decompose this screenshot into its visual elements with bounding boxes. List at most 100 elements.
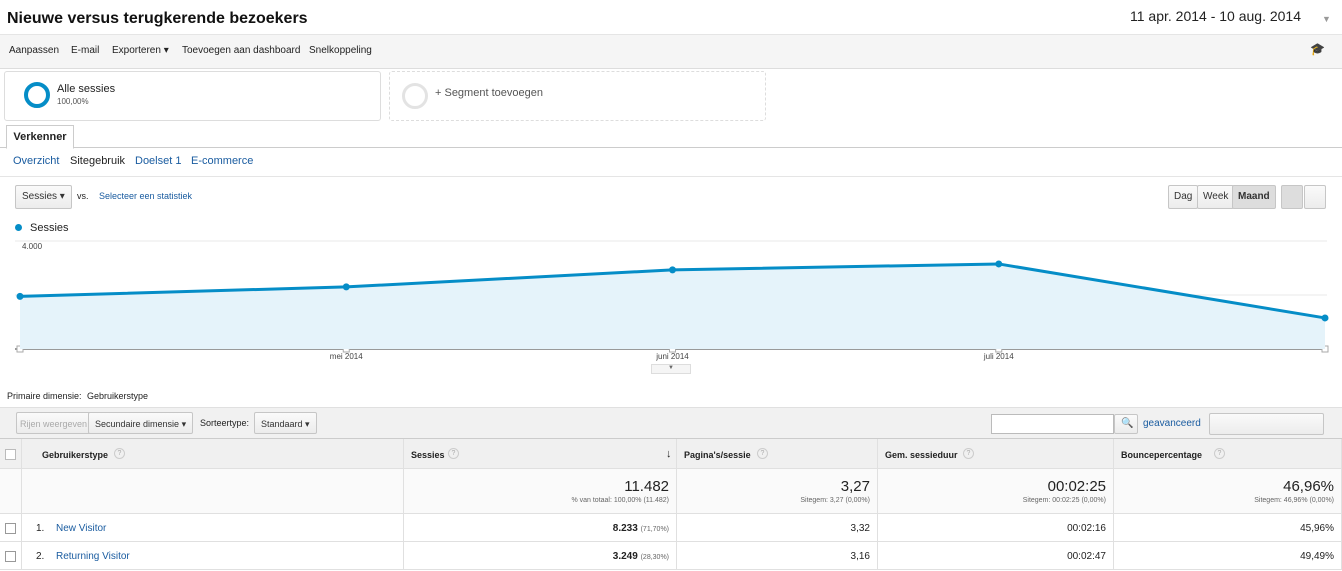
table-cell [677,439,878,469]
subtab[interactable]: Doelset 1 [135,155,182,167]
point [1321,314,1329,322]
toolbar-item[interactable]: E-mail [71,45,100,56]
toolbar-item[interactable]: Toevoegen aan dashboard [182,45,301,56]
sessions-cell: 8.233 (71,70%) [613,523,669,534]
table-cell [677,514,878,542]
table-cell [404,514,677,542]
search-input[interactable] [991,414,1114,434]
table-cell [1114,439,1342,469]
column-header[interactable]: Sessies [411,450,445,460]
area [20,263,1325,349]
sessions: 8.233 [612,523,638,534]
help-icon: ? [114,448,125,459]
metric-label: Sessies [22,191,58,202]
subtab-active[interactable]: Sitegebruik [70,155,126,167]
table-cell [0,469,22,514]
bounce: 49,49% [1300,551,1334,562]
tab[interactable]: Verkenner [6,125,74,149]
tab-line [0,147,1342,148]
column-header[interactable]: Pagina's/sessie [684,450,751,460]
legend-dot [15,224,22,231]
chart-type-motion[interactable] [1304,185,1326,209]
total-value: 3,27 [840,478,870,495]
advanced-link[interactable]: geavanceerd [1143,418,1201,429]
row-type[interactable]: New Visitor [56,523,107,534]
toolbar-item[interactable]: Exporteren ▾ [112,45,169,56]
divider [0,176,1342,177]
help-icon: ? [963,448,974,459]
toolbar-item[interactable]: Aanpassen [9,45,60,56]
table-cell [22,514,404,542]
subtab[interactable]: Overzicht [13,155,60,167]
segment-name: Alle sessies [57,83,116,95]
total-value: 00:02:25 [1047,478,1106,495]
period-button-active[interactable]: Maand [1232,185,1276,209]
toolbar-item[interactable]: Snelkoppeling [309,45,372,56]
compare-link[interactable]: Selecteer een statistiek [99,191,193,201]
total-value: 46,96% [1283,478,1334,495]
table-cell [404,542,677,570]
segment-add-label[interactable]: + Segment toevoegen [435,87,543,99]
sessions-share: (28,30%) [640,554,669,561]
total-sub: Sitegem: 3,27 (0,00%) [800,497,870,504]
table-cell [677,542,878,570]
column-header[interactable]: Gebruikerstype [42,450,109,460]
row-index: 1. [36,523,45,534]
secondary-label: Secundaire dimensie [95,419,180,429]
table-cell [1114,469,1342,514]
checkbox[interactable] [5,449,16,460]
sort-arrow[interactable]: ↓ [666,448,672,460]
segment-active[interactable] [4,71,381,121]
point [16,292,24,300]
duration: 00:02:16 [1067,523,1106,534]
date-range[interactable]: 11 apr. 2014 - 10 aug. 2014 [1130,8,1301,24]
metric-select[interactable]: Sessies ▾ [15,185,72,209]
secondary-select[interactable]: Secundaire dimensie ▾ [88,412,194,434]
column-header[interactable]: Bouncepercentage [1121,450,1203,460]
table-cell [22,439,404,469]
dimension-value[interactable]: Gebruikerstype [87,391,149,401]
total-sub: Sitegem: 46,96% (0,00%) [1254,497,1334,504]
period-button[interactable]: Dag [1168,185,1199,209]
subtab[interactable]: E-commerce [191,155,254,167]
period-button[interactable]: Week [1197,185,1235,209]
row-type[interactable]: Returning Visitor [56,551,130,562]
search-button[interactable]: 🔍 [1114,414,1138,434]
sessions-cell: 3.249 (28,30%) [613,551,669,562]
total-sub: Sitegem: 00:02:25 (0,00%) [1022,497,1106,504]
bounce: 45,96% [1300,523,1334,534]
sort-label: Sorteertype: [200,418,250,428]
chart-type-line[interactable] [1281,185,1303,209]
toolbar-item-label[interactable]: Exporteren [112,45,161,56]
checkbox[interactable] [5,551,16,562]
date-caret[interactable]: ▼ [1322,14,1331,24]
pages: 3,16 [850,551,870,562]
row-index: 2. [36,551,45,562]
sessions-share: (71,70%) [640,526,669,533]
segment-add-icon [402,83,428,109]
x-tick-label: juli 2014 [983,352,1014,361]
table-cell [22,469,404,514]
checkbox[interactable] [5,523,16,534]
column-header[interactable]: Gem. sessieduur [885,450,958,460]
table: Gebruikerstype? Sessies? Pagina's/sessie? G… [0,438,1342,571]
help-icon: ? [1214,448,1225,459]
segment-icon [24,82,50,108]
point [995,260,1003,268]
view-toggles[interactable] [1209,413,1324,435]
pages: 3,32 [850,523,870,534]
total-value: 11.482 [624,478,669,495]
table-cell [677,469,878,514]
segment-share: 100,00% [57,97,89,106]
table-cell [404,469,677,514]
help-icon[interactable]: 🎓 [1310,42,1325,56]
chart-resize[interactable]: ▼ [651,364,691,374]
sort-select[interactable]: Standaard ▾ [254,412,317,434]
rows-button[interactable]: Rijen weergeven [16,412,92,434]
table-cell [1114,542,1342,570]
segment-add[interactable] [389,71,766,121]
point [342,283,350,291]
table-cell [878,469,1114,514]
